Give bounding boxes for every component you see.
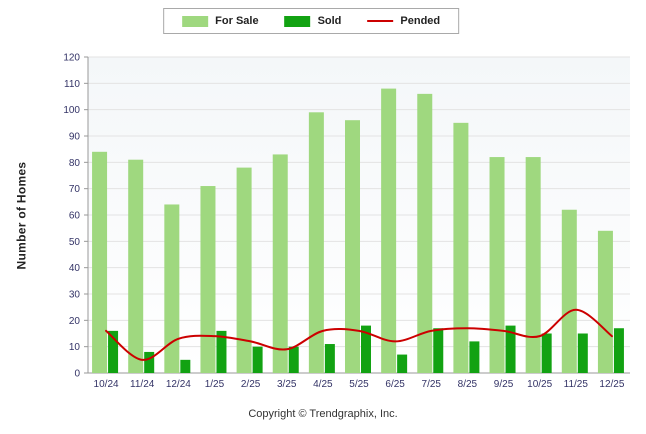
svg-text:7/25: 7/25 — [422, 379, 442, 390]
svg-text:20: 20 — [69, 316, 81, 327]
svg-text:10/24: 10/24 — [94, 379, 119, 390]
legend-label-for-sale: For Sale — [215, 15, 259, 27]
svg-text:60: 60 — [69, 211, 81, 222]
svg-text:40: 40 — [69, 263, 81, 274]
legend: For Sale Sold Pended — [163, 8, 460, 34]
svg-text:80: 80 — [69, 158, 81, 169]
svg-text:11/25: 11/25 — [564, 379, 589, 390]
svg-text:12/24: 12/24 — [166, 379, 191, 390]
svg-text:100: 100 — [63, 105, 80, 116]
legend-item-sold: Sold — [284, 15, 342, 27]
svg-text:0: 0 — [74, 369, 80, 380]
svg-text:1/25: 1/25 — [205, 379, 225, 390]
svg-text:10/25: 10/25 — [527, 379, 552, 390]
svg-text:11/24: 11/24 — [130, 379, 155, 390]
svg-text:50: 50 — [69, 237, 81, 248]
svg-text:70: 70 — [69, 184, 81, 195]
svg-text:3/25: 3/25 — [277, 379, 297, 390]
sold-swatch-icon — [284, 15, 311, 27]
svg-text:8/25: 8/25 — [458, 379, 478, 390]
svg-text:110: 110 — [64, 79, 80, 90]
svg-text:5/25: 5/25 — [349, 379, 369, 390]
legend-item-for-sale: For Sale — [182, 15, 259, 27]
legend-item-pended: Pended — [367, 15, 440, 27]
svg-text:2/25: 2/25 — [241, 379, 261, 390]
svg-text:4/25: 4/25 — [313, 379, 333, 390]
svg-text:6/25: 6/25 — [385, 379, 405, 390]
legend-label-sold: Sold — [317, 15, 342, 27]
copyright-text: Copyright © Trendgraphix, Inc. — [248, 408, 398, 420]
svg-text:9/25: 9/25 — [494, 379, 514, 390]
svg-text:10: 10 — [69, 342, 81, 353]
svg-text:120: 120 — [63, 53, 80, 64]
for-sale-swatch-icon — [182, 15, 209, 27]
svg-text:12/25: 12/25 — [599, 379, 624, 390]
svg-text:90: 90 — [69, 132, 81, 143]
legend-label-pended: Pended — [400, 15, 441, 27]
svg-text:30: 30 — [69, 290, 81, 301]
y-axis-title: Number of Homes — [14, 161, 29, 270]
pended-line-icon — [367, 20, 394, 22]
